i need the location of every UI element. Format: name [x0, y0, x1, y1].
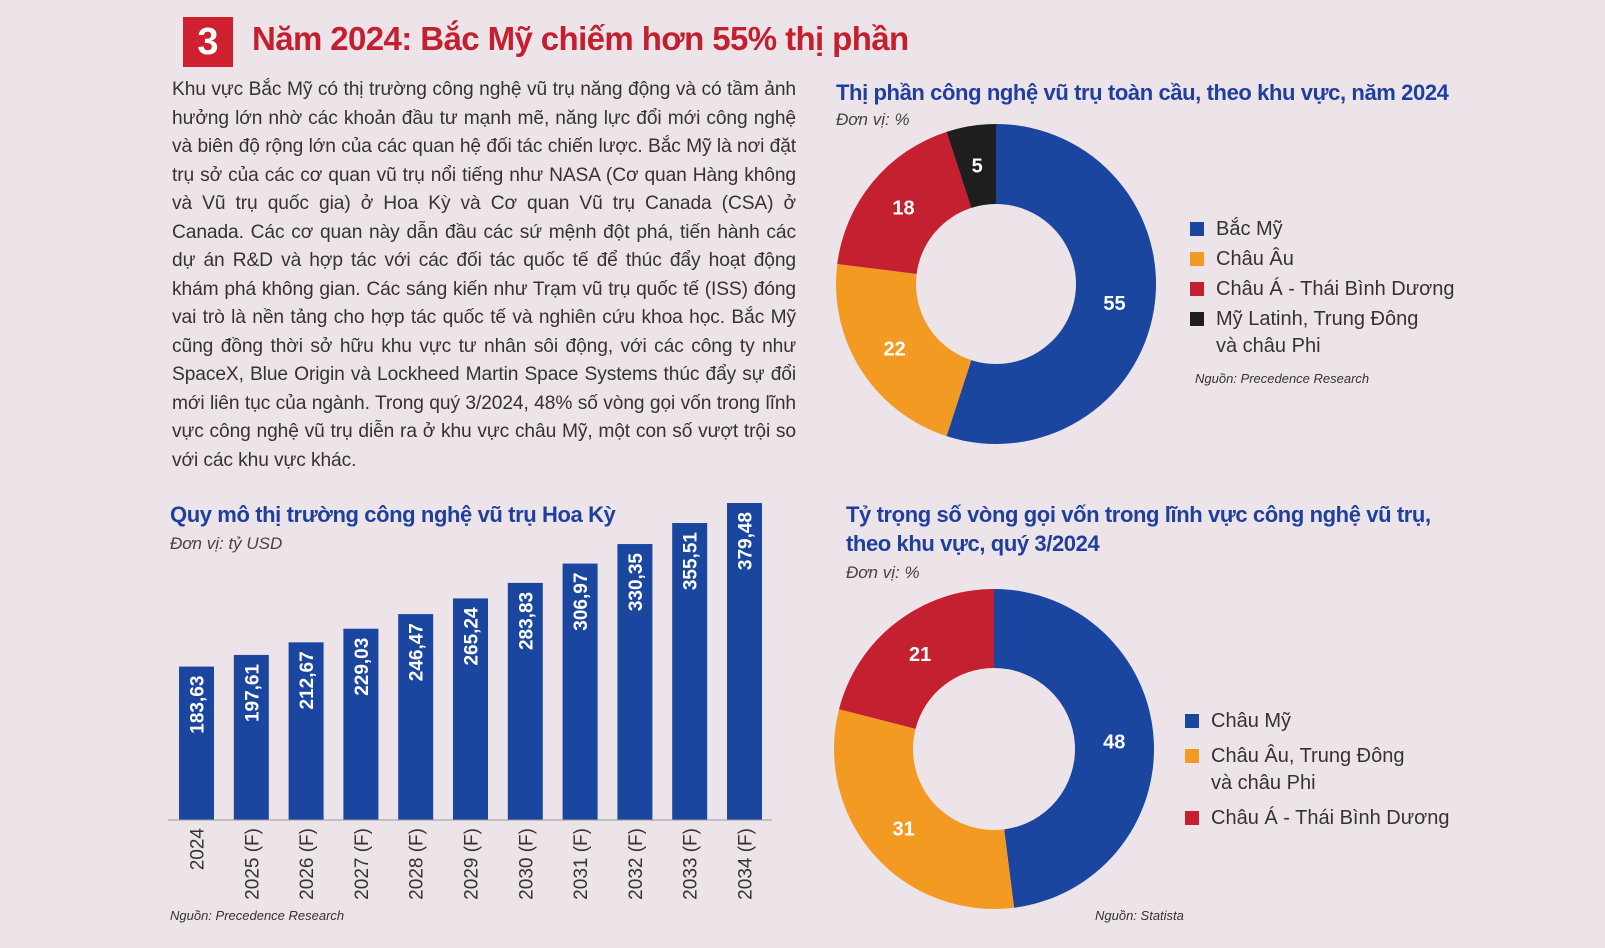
funding-rounds-legend-swatch-0	[1185, 714, 1199, 728]
global-share-legend-swatch-1	[1190, 252, 1204, 266]
bar-2033-F-	[672, 523, 708, 820]
bar-value-label: 246,47	[407, 623, 428, 681]
global-share-legend-label-2: Châu Á - Thái Bình Dương	[1216, 278, 1455, 300]
x-tick-label: 2025 (F)	[242, 828, 263, 900]
x-tick-label: 2030 (F)	[516, 828, 537, 900]
bar-value-label: 379,48	[736, 512, 757, 570]
funding-rounds-slice-label-1: 31	[892, 819, 914, 841]
global-share-legend-swatch-0	[1190, 222, 1204, 236]
funding-rounds-legend-item-1: Châu Âu, Trung Đông và châu Phi	[1185, 743, 1449, 797]
bar-value-label: 212,67	[297, 651, 318, 709]
bar-2031-F-	[562, 563, 598, 820]
global-share-legend-item-3: Mỹ Latinh, Trung Đông và châu Phi	[1190, 306, 1454, 360]
x-tick-label: 2031 (F)	[571, 828, 592, 900]
global-share-slice-0	[946, 124, 1156, 444]
funding-rounds-legend-swatch-2	[1185, 811, 1199, 825]
global-share-slice-label-1: 22	[884, 338, 906, 360]
global-share-legend-swatch-2	[1190, 282, 1204, 296]
chart-title-funding-rounds: Tỷ trọng số vòng gọi vốn trong lĩnh vực …	[846, 502, 1431, 556]
bar-value-label: 265,24	[462, 607, 483, 666]
global-share-slice-1	[836, 263, 972, 437]
global-share-legend-item-2: Châu Á - Thái Bình Dương	[1190, 276, 1454, 303]
bar-value-label: 355,51	[681, 532, 702, 591]
legend-funding-rounds: Châu Mỹ Châu Âu, Trung Đông và châu Phi Ch…	[1185, 708, 1449, 840]
funding-rounds-slice-label-2: 21	[909, 644, 931, 666]
source-funding-rounds: Nguồn: Statista	[1095, 908, 1184, 923]
bar-2028-F-	[398, 614, 434, 820]
chart-unit-us-market: Đơn vị: tỷ USD	[170, 534, 283, 553]
funding-rounds-legend-label-1: Châu Âu, Trung Đông và châu Phi	[1211, 745, 1405, 794]
funding-rounds-legend-swatch-1	[1185, 749, 1199, 763]
chart-title-us-market: Quy mô thị trường công nghệ vũ trụ Hoa K…	[170, 502, 616, 527]
global-share-legend-swatch-3	[1190, 312, 1204, 326]
x-tick-label: 2029 (F)	[462, 828, 483, 900]
legend-global-share: Bắc Mỹ Châu Âu Châu Á - Thái Bình Dương Mỹ …	[1190, 216, 1454, 363]
bar-value-label: 283,83	[516, 592, 537, 650]
global-share-slice-label-0: 55	[1103, 293, 1125, 315]
global-share-legend-label-0: Bắc Mỹ	[1216, 218, 1283, 240]
bar-value-label: 229,03	[352, 638, 373, 696]
bar-value-label: 197,61	[242, 664, 263, 723]
x-tick-label: 2033 (F)	[681, 828, 702, 900]
bar-2025-F-	[233, 654, 269, 820]
bar-2027-F-	[343, 628, 379, 820]
source-us-market: Nguồn: Precedence Research	[170, 908, 345, 923]
global-share-legend-label-1: Châu Âu	[1216, 248, 1294, 270]
bar-value-label: 330,35	[626, 553, 647, 612]
funding-rounds-legend-item-2: Châu Á - Thái Bình Dương	[1185, 805, 1449, 832]
global-share-legend-label-3: Mỹ Latinh, Trung Đông và châu Phi	[1216, 308, 1419, 357]
x-tick-label: 2034 (F)	[736, 828, 757, 900]
x-tick-label: 2027 (F)	[352, 828, 373, 900]
global-share-slice-2	[837, 131, 972, 274]
global-share-slice-label-3: 5	[972, 155, 983, 177]
x-tick-label: 2024	[188, 828, 209, 871]
source-global-share: Nguồn: Precedence Research	[1195, 371, 1370, 386]
bar-2034-F-	[727, 503, 762, 820]
bar-value-label: 183,63	[188, 676, 209, 734]
x-tick-label: 2028 (F)	[407, 828, 428, 900]
bar-2030-F-	[507, 582, 543, 820]
global-share-legend-item-1: Châu Âu	[1190, 246, 1454, 273]
funding-rounds-legend-label-2: Châu Á - Thái Bình Dương	[1211, 807, 1450, 829]
body-paragraph: Khu vực Bắc Mỹ có thị trường công nghệ v…	[172, 79, 796, 471]
funding-rounds-slice-1	[834, 709, 1015, 909]
bar-2029-F-	[453, 598, 488, 820]
section-number: 3	[183, 17, 233, 67]
global-share-slice-3	[946, 124, 996, 208]
funding-rounds-slice-2	[839, 589, 994, 729]
global-share-slice-label-2: 18	[892, 198, 914, 220]
funding-rounds-slice-0	[994, 589, 1154, 908]
bar-2032-F-	[617, 544, 653, 820]
funding-rounds-slice-label-0: 48	[1103, 731, 1125, 753]
bar-value-label: 306,97	[571, 573, 592, 631]
x-tick-label: 2032 (F)	[626, 828, 647, 900]
funding-rounds-legend-label-0: Châu Mỹ	[1211, 710, 1292, 732]
bar-2026-F-	[288, 642, 324, 820]
bar-2024	[179, 666, 214, 820]
page-title: Năm 2024: Bắc Mỹ chiếm hơn 55% thị phần	[252, 20, 909, 57]
funding-rounds-legend-item-0: Châu Mỹ	[1185, 708, 1449, 735]
x-tick-label: 2026 (F)	[297, 828, 318, 900]
chart-unit-funding-rounds: Đơn vị: %	[846, 563, 920, 582]
chart-title-global-share: Thị phần công nghệ vũ trụ toàn cầu, theo…	[836, 80, 1449, 105]
chart-unit-global-share: Đơn vị: %	[836, 110, 910, 129]
global-share-legend-item-0: Bắc Mỹ	[1190, 216, 1454, 243]
